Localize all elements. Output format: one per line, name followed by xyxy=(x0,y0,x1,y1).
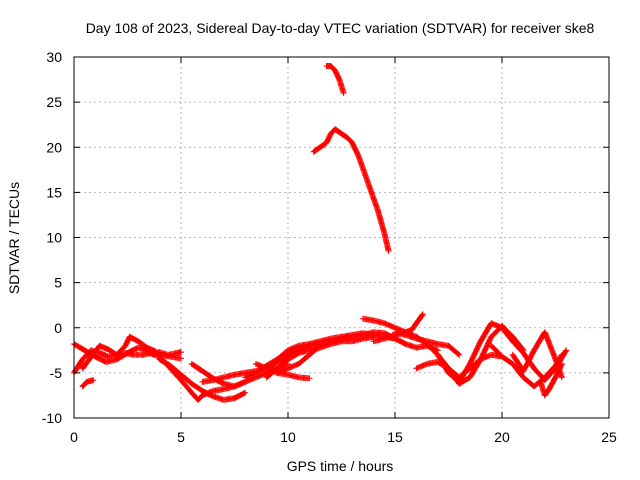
series-trace-16 xyxy=(392,329,463,358)
y-axis-label: SDTVAR / TECUs xyxy=(6,182,22,294)
series-trace-04 xyxy=(79,377,97,390)
x-axis-label: GPS time / hours xyxy=(287,458,394,474)
series-trace-13 xyxy=(252,360,313,382)
y-tick-label: 0 xyxy=(54,320,62,336)
y-tick-label: 25 xyxy=(46,94,62,110)
data-series xyxy=(71,63,570,403)
plot-area: 0 5 10 15 20 25 -10 -5 0 5 10 15 20 25 30 xyxy=(42,49,617,445)
series-trace-03 xyxy=(79,333,159,372)
series-markers xyxy=(323,63,347,97)
series-markers xyxy=(79,333,159,372)
series-markers xyxy=(310,126,392,255)
y-tick-label: 5 xyxy=(54,275,62,291)
y-tick-label: 30 xyxy=(46,49,62,65)
series-trace-24 xyxy=(323,63,347,97)
y-tick-label: 20 xyxy=(46,139,62,155)
series-markers xyxy=(359,315,463,385)
series-trace-14 xyxy=(359,315,463,385)
x-tick-label: 5 xyxy=(177,429,185,445)
series-markers xyxy=(537,360,565,399)
y-tick-label: 15 xyxy=(46,184,62,200)
series-markers xyxy=(252,360,313,382)
series-trace-22 xyxy=(537,360,565,399)
series-trace-06 xyxy=(156,356,249,403)
x-tick-label: 0 xyxy=(70,429,78,445)
series-markers xyxy=(392,329,463,358)
series-markers xyxy=(79,377,97,390)
y-tick-label: -10 xyxy=(42,410,62,426)
series-trace-23 xyxy=(310,126,392,255)
axis-ticks: 0 5 10 15 20 25 -10 -5 0 5 10 15 20 25 30 xyxy=(42,49,617,445)
chart-title: Day 108 of 2023, Sidereal Day-to-day VTE… xyxy=(86,20,595,36)
series-markers xyxy=(156,356,249,403)
x-tick-label: 20 xyxy=(494,429,510,445)
x-tick-label: 25 xyxy=(601,429,617,445)
y-tick-label: -5 xyxy=(50,365,63,381)
y-tick-label: 10 xyxy=(46,230,62,246)
x-tick-label: 10 xyxy=(280,429,296,445)
x-tick-label: 15 xyxy=(387,429,403,445)
